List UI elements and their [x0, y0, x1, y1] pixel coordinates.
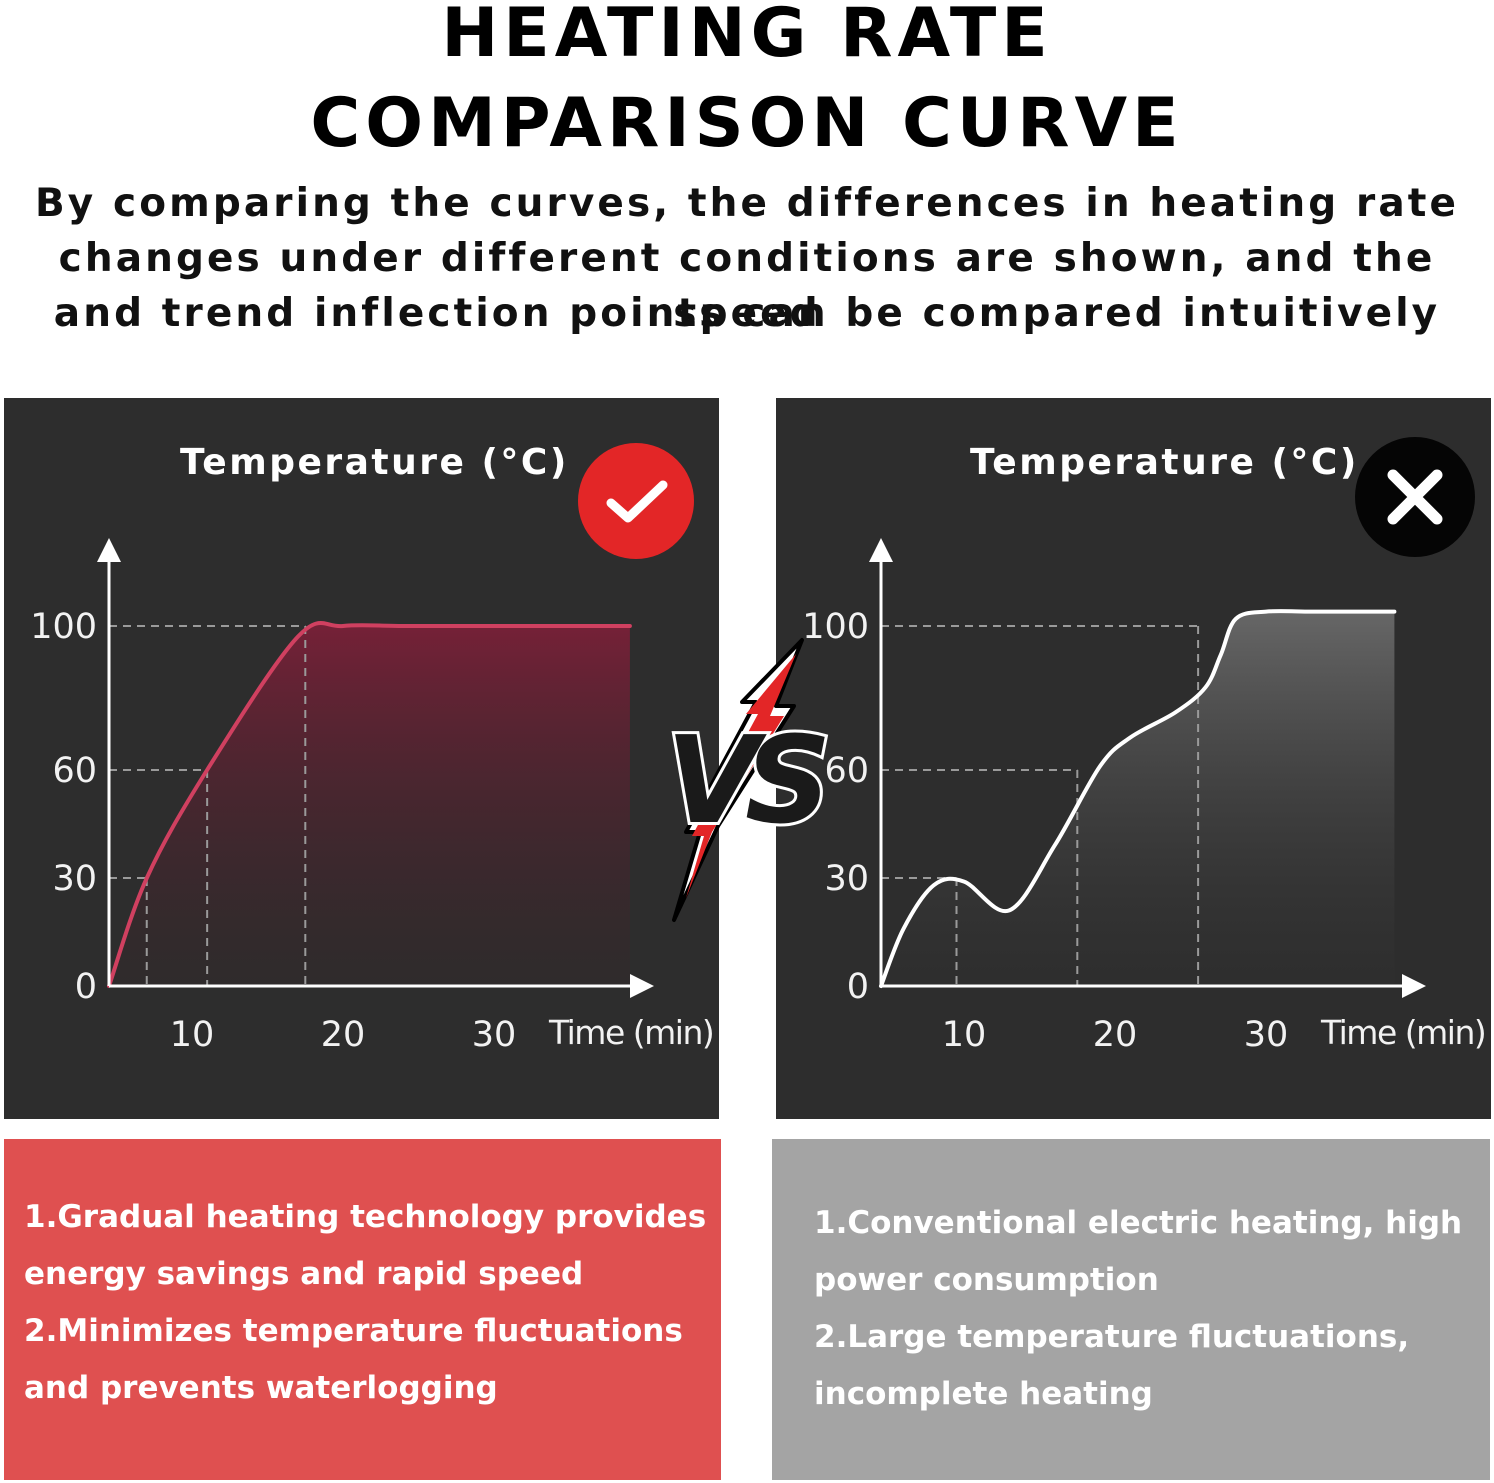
bad-note-line4: incomplete heating: [814, 1376, 1153, 1412]
check-icon: [606, 480, 668, 523]
bad-area: [881, 611, 1395, 986]
good-heating-chart: 0 30 60 100 10 20 30 Time (min): [30, 538, 715, 1055]
bad-x-axis-label: Time (min): [1320, 1013, 1485, 1052]
good-curve: [107, 621, 632, 988]
bad-chart-title: Temperature (°C): [970, 442, 1359, 483]
good-note-line3: 2.Minimizes temperature fluctuations: [24, 1313, 683, 1349]
bad-y-tick-30: 30: [824, 859, 869, 899]
bad-x-tick-20: 20: [1093, 1015, 1138, 1055]
good-y-axis-arrow: [97, 538, 121, 562]
bad-features-box: 1.Conventional electric heating, high po…: [772, 1139, 1490, 1480]
bad-y-tick-60: 60: [824, 751, 869, 791]
bad-x-axis-arrow: [1402, 974, 1426, 998]
good-x-tick-20: 20: [321, 1015, 366, 1055]
good-area: [109, 623, 630, 986]
good-note-line1: 1.Gradual heating technology provides: [24, 1199, 707, 1235]
good-y-tick-0: 0: [75, 967, 97, 1007]
bad-x-tick-30: 30: [1244, 1015, 1289, 1055]
bad-y-axis-arrow: [869, 538, 893, 562]
page-title-line1: HEATING RATE: [441, 0, 1053, 73]
bad-note-line2: power consumption: [814, 1262, 1159, 1298]
good-note-line4: and prevents waterlogging: [24, 1370, 498, 1406]
bad-chart-panel: Temperature (°C) 0 30 60 100 10 20 30 Time (min…: [776, 398, 1491, 1119]
bad-heating-chart: 0 30 60 100 10 20 30 Time (min): [802, 538, 1487, 1055]
check-badge: [578, 443, 694, 559]
subtitle-line3: and trend inflection points can be compa…: [53, 291, 1441, 336]
good-chart-title: Temperature (°C): [180, 442, 569, 483]
good-y-tick-30: 30: [52, 859, 97, 899]
x-icon: [1387, 469, 1443, 525]
good-x-axis-label: Time (min): [548, 1013, 713, 1052]
good-y-tick-60: 60: [52, 751, 97, 791]
bad-note-line1: 1.Conventional electric heating, high: [814, 1205, 1463, 1241]
vs-icon: VS: [663, 638, 830, 922]
bad-y-tick-0: 0: [847, 967, 869, 1007]
good-x-tick-10: 10: [170, 1015, 215, 1055]
good-chart-panel: Temperature (°C) 0 30 60 100 10 20 30 Time (min…: [4, 398, 719, 1119]
subtitle-line1: By comparing the curves, the differences…: [34, 181, 1460, 226]
vs-label: VS: [666, 712, 825, 851]
bad-y-tick-100: 100: [802, 607, 869, 647]
good-x-axis-arrow: [630, 974, 654, 998]
good-note-line2: energy savings and rapid speed: [24, 1256, 584, 1292]
bad-note-line3: 2.Large temperature fluctuations,: [814, 1319, 1410, 1355]
good-features-box: 1.Gradual heating technology provides en…: [4, 1139, 721, 1480]
good-y-tick-100: 100: [30, 607, 97, 647]
subtitle-line2: changes under different conditions are s…: [58, 236, 1436, 336]
x-badge: [1355, 437, 1475, 557]
bad-curve: [879, 609, 1397, 988]
good-x-tick-30: 30: [472, 1015, 517, 1055]
page-title-line2: COMPARISON CURVE: [310, 84, 1184, 163]
bad-x-tick-10: 10: [942, 1015, 987, 1055]
